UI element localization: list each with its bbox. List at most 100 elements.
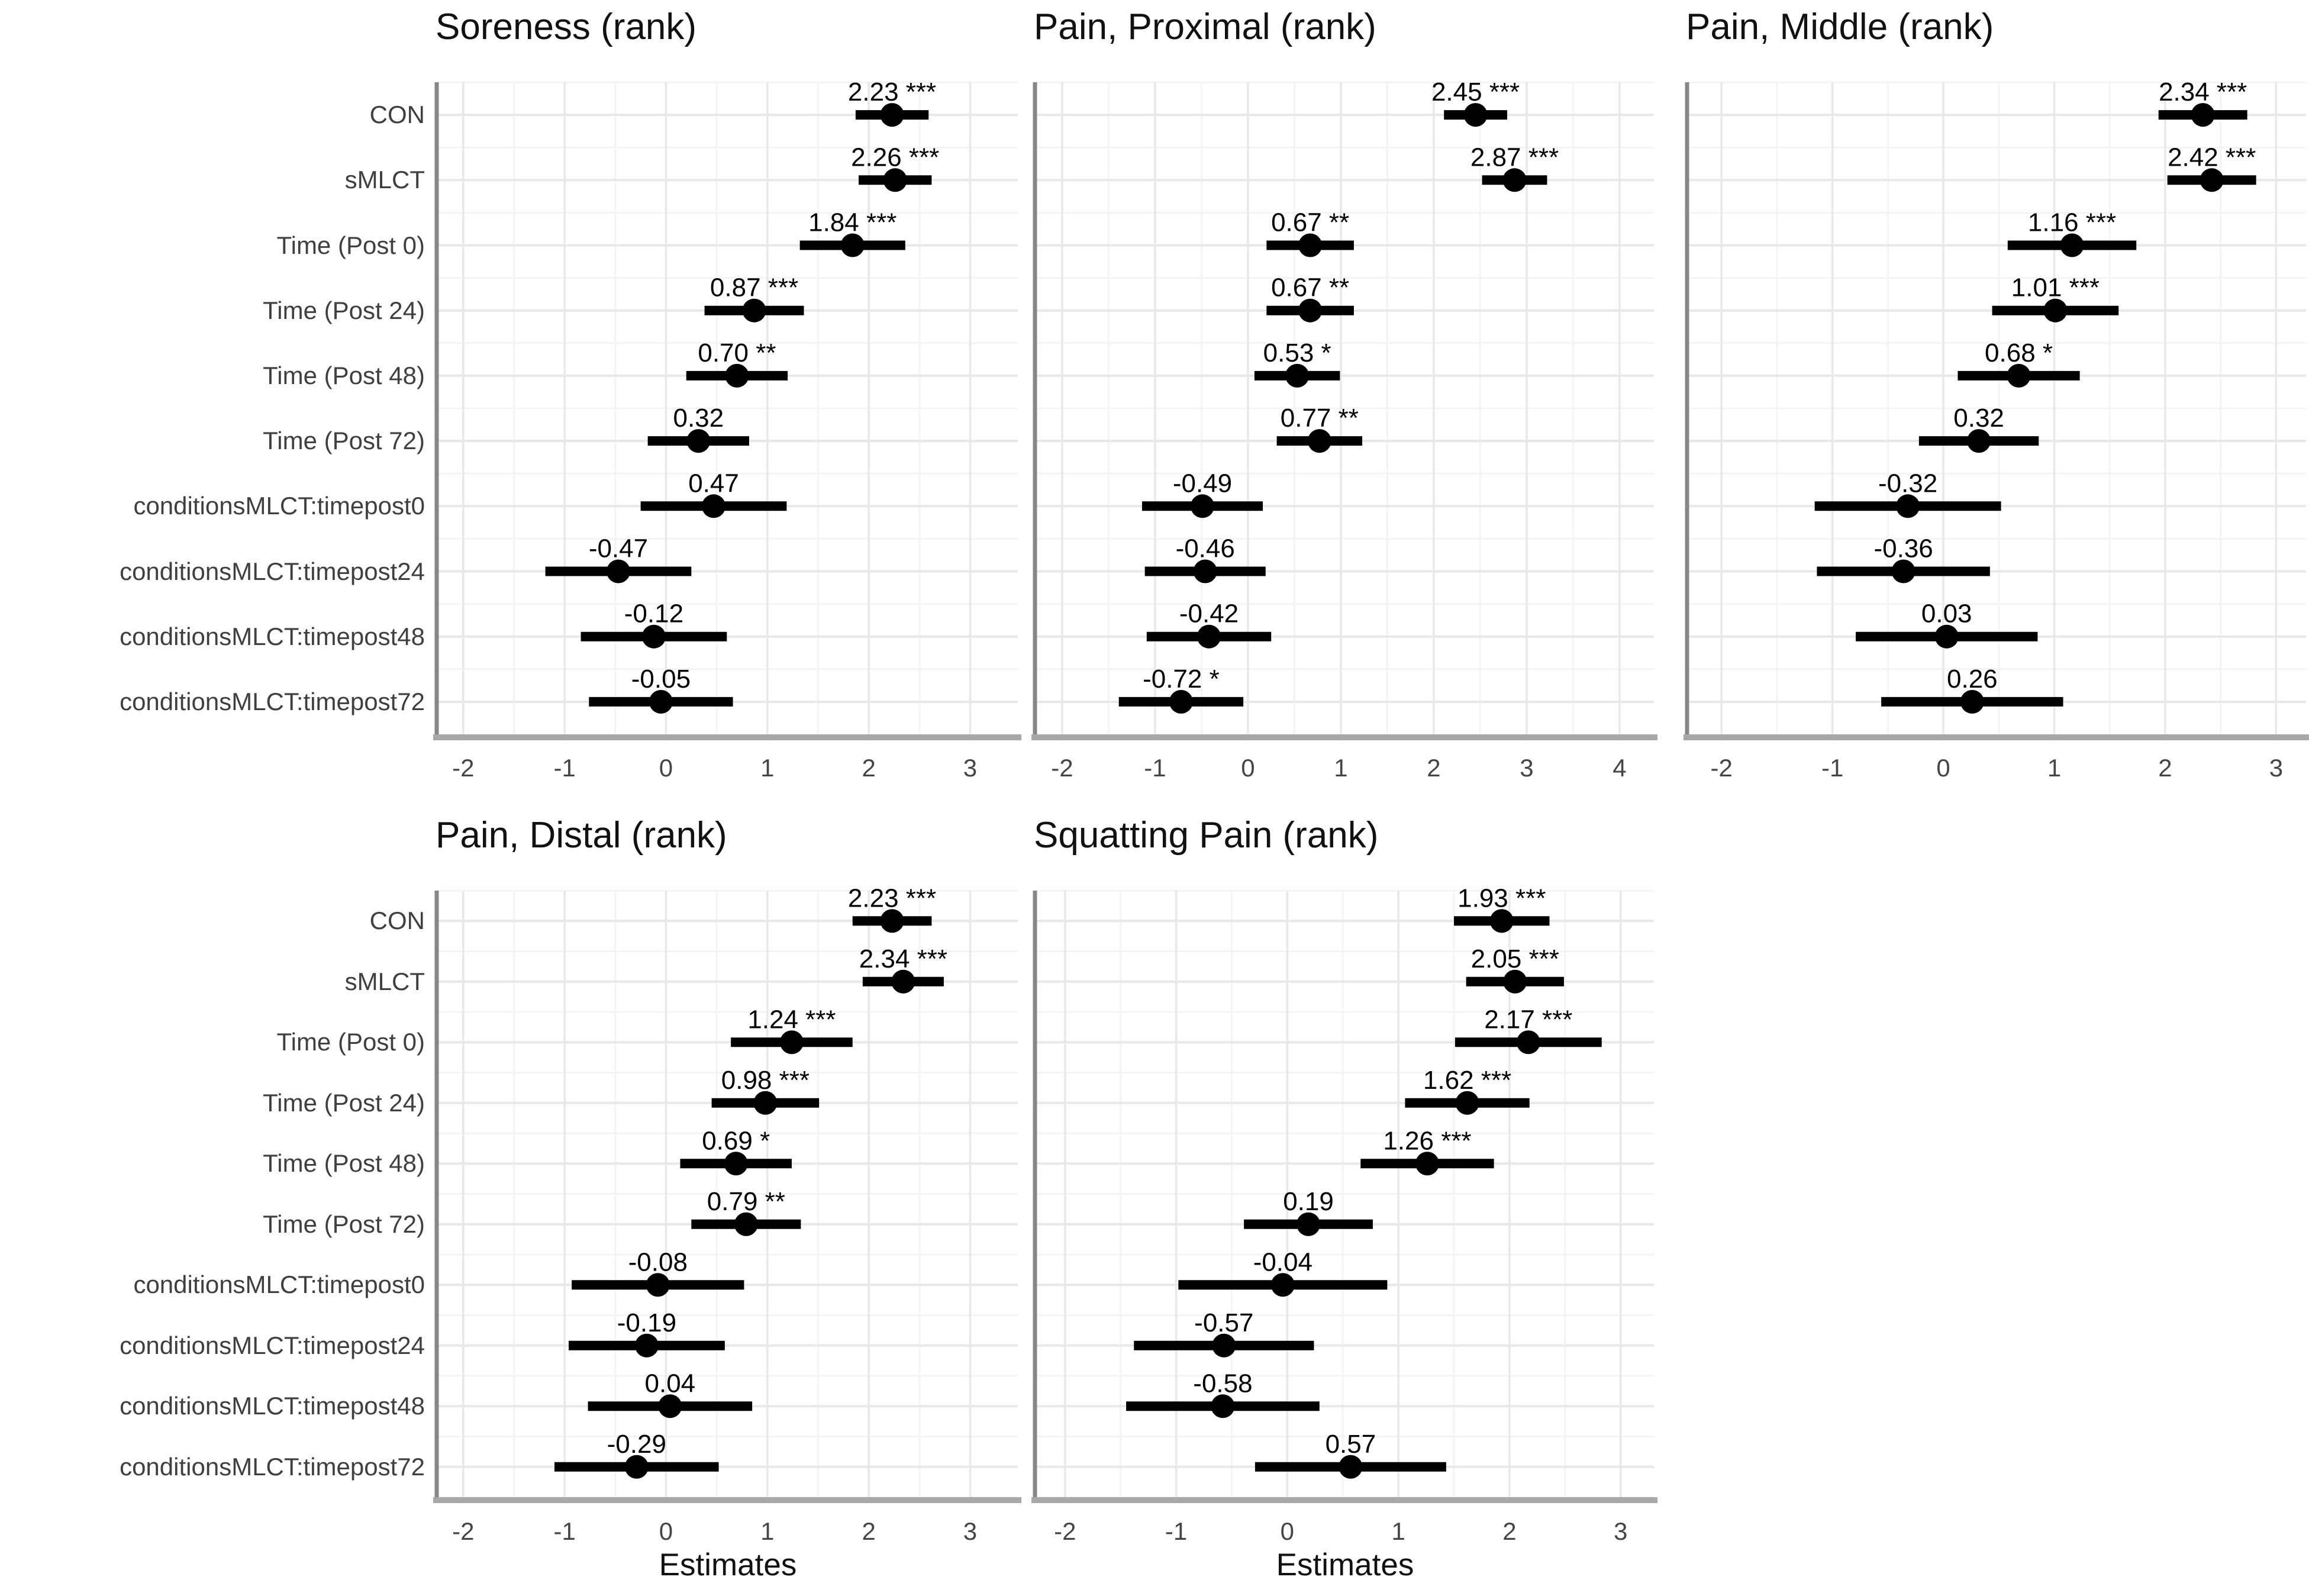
x-tick-label: -1 xyxy=(553,754,575,782)
estimate-label: 1.24 *** xyxy=(747,1005,836,1034)
estimate-label: 0.26 xyxy=(1947,665,1998,694)
panel-title-soreness: Soreness (rank) xyxy=(436,7,697,47)
point-marker xyxy=(883,168,907,192)
x-tick-label: 1 xyxy=(1334,754,1347,782)
point-marker xyxy=(1415,1152,1439,1176)
estimate-label: 2.26 *** xyxy=(851,143,939,172)
estimate-label: 2.87 *** xyxy=(1470,143,1559,172)
point-marker xyxy=(641,624,666,649)
estimate-label: -0.72 * xyxy=(1143,665,1220,694)
point-marker xyxy=(658,1394,682,1418)
point-marker xyxy=(724,1152,748,1176)
y-axis-label: Time (Post 72) xyxy=(263,427,425,455)
x-tick-labels: -2 -1 0 1 2 3 xyxy=(1711,754,2284,782)
estimate-label: 0.69 * xyxy=(702,1126,770,1155)
y-axis-label: conditionsMLCT:timepost72 xyxy=(120,1452,425,1481)
x-tick-label: -1 xyxy=(553,1517,575,1545)
y-axis-label: conditionsMLCT:timepost48 xyxy=(120,622,425,650)
estimate-label: 2.23 *** xyxy=(848,884,936,913)
estimate-label: -0.08 xyxy=(628,1247,688,1276)
estimate-label: -0.05 xyxy=(631,665,691,694)
estimate-label: 1.01 *** xyxy=(2011,273,2100,302)
estimate-label: -0.12 xyxy=(624,599,683,628)
estimate-label: 0.19 xyxy=(1283,1187,1334,1216)
x-tick-label: 0 xyxy=(1281,1517,1294,1545)
estimate-label: 2.42 *** xyxy=(2168,143,2256,172)
x-tick-label: 3 xyxy=(1614,1517,1627,1545)
y-axis-label: sMLCT xyxy=(344,967,425,995)
point-marker xyxy=(1298,298,1323,323)
point-marker xyxy=(1270,1273,1295,1297)
point-marker xyxy=(2060,233,2084,257)
y-axis-label: CON xyxy=(369,101,425,129)
estimate-label: 0.03 xyxy=(1921,599,1972,628)
estimate-label: -0.32 xyxy=(1878,469,1937,498)
point-marker xyxy=(1502,168,1527,192)
estimate-label: -0.47 xyxy=(589,534,648,563)
x-tick-label: 2 xyxy=(1427,754,1440,782)
point-marker xyxy=(606,559,630,583)
x-tick-label: -2 xyxy=(452,754,474,782)
point-marker xyxy=(1891,559,1915,583)
point-marker xyxy=(1967,429,1991,453)
x-tick-label: -2 xyxy=(452,1517,474,1545)
point-marker xyxy=(1193,559,1217,583)
y-axis-label: Time (Post 48) xyxy=(263,361,425,389)
x-tick-label: 0 xyxy=(1241,754,1255,782)
panel-svg-pain-proximal-rank: 2.45 *** 2.87 *** 0.67 ** 0.67 ** 0.53 * 0.77… xyxy=(1031,78,1657,782)
x-tick-label: 2 xyxy=(862,754,875,782)
x-tick-label: 1 xyxy=(1391,1517,1405,1545)
point-marker xyxy=(1169,689,1193,714)
estimate-label: 0.32 xyxy=(673,404,724,433)
estimate-label: 0.67 ** xyxy=(1271,208,1349,237)
estimate-label: 0.53 * xyxy=(1263,338,1331,367)
estimate-label: -0.36 xyxy=(1873,534,1933,563)
point-marker xyxy=(1896,494,1920,518)
y-axis-label: sMLCT xyxy=(344,166,425,194)
point-marker xyxy=(649,689,673,714)
x-tick-label: 0 xyxy=(659,754,673,782)
x-tick-label: -2 xyxy=(1051,754,1073,782)
estimate-label: 0.87 *** xyxy=(710,273,798,302)
y-axis-label: conditionsMLCT:timepost72 xyxy=(120,687,425,715)
y-axis-label: CON xyxy=(369,907,425,935)
point-marker xyxy=(891,969,915,994)
x-tick-label: 3 xyxy=(2269,754,2283,782)
x-tick-label: 2 xyxy=(862,1517,875,1545)
point-marker xyxy=(1339,1455,1363,1479)
y-axis-label: Time (Post 24) xyxy=(263,1088,425,1117)
estimate-label: 0.04 xyxy=(645,1369,696,1398)
point-marker xyxy=(1489,909,1514,933)
point-marker xyxy=(1211,1394,1235,1418)
point-marker xyxy=(624,1455,649,1479)
point-marker xyxy=(1197,624,1221,649)
estimate-label: -0.46 xyxy=(1176,534,1235,563)
panel-svg-soreness-rank: 2.23 *** 2.26 *** 1.84 *** 0.87 *** 0.70 ** 0… xyxy=(433,78,1021,782)
estimate-label: -0.49 xyxy=(1173,469,1232,498)
estimate-label: 2.45 *** xyxy=(1431,78,1520,107)
point-marker xyxy=(1960,689,1984,714)
x-tick-labels: -2 -1 0 1 2 3 4 xyxy=(1051,754,1626,782)
estimate-label: 0.79 ** xyxy=(707,1187,785,1216)
estimate-label: 2.34 *** xyxy=(859,944,947,973)
x-tick-labels: -2 -1 0 1 2 3 xyxy=(452,1517,977,1545)
estimates: 2.23 *** 2.26 *** 1.84 *** 0.87 *** 0.70 ** 0… xyxy=(545,78,939,714)
panel-svg-squatting-pain-rank: 1.93 *** 2.05 *** 2.17 *** 1.62 *** 1.26 ***… xyxy=(1031,884,1657,1545)
point-marker xyxy=(840,233,865,257)
x-tick-label: 0 xyxy=(659,1517,673,1545)
x-tick-label: 3 xyxy=(963,754,977,782)
x-tick-label: 4 xyxy=(1613,754,1626,782)
point-marker xyxy=(1516,1030,1540,1055)
x-tick-label: 2 xyxy=(1502,1517,1516,1545)
point-marker xyxy=(1298,233,1323,257)
x-tick-labels: -2 -1 0 1 2 3 xyxy=(452,754,977,782)
panel-svg-pain-middle-rank: 2.34 *** 2.42 *** 1.16 *** 1.01 *** 0.68 * 0.… xyxy=(1684,78,2309,782)
point-marker xyxy=(725,363,749,388)
panel-title-pain-middle: Pain, Middle (rank) xyxy=(1686,7,1994,47)
estimate-label: -0.58 xyxy=(1193,1369,1252,1398)
point-marker xyxy=(2191,103,2215,127)
x-axis-title: Estimates xyxy=(1276,1547,1414,1582)
estimate-label: 1.62 *** xyxy=(1423,1066,1511,1095)
point-marker xyxy=(1934,624,1959,649)
